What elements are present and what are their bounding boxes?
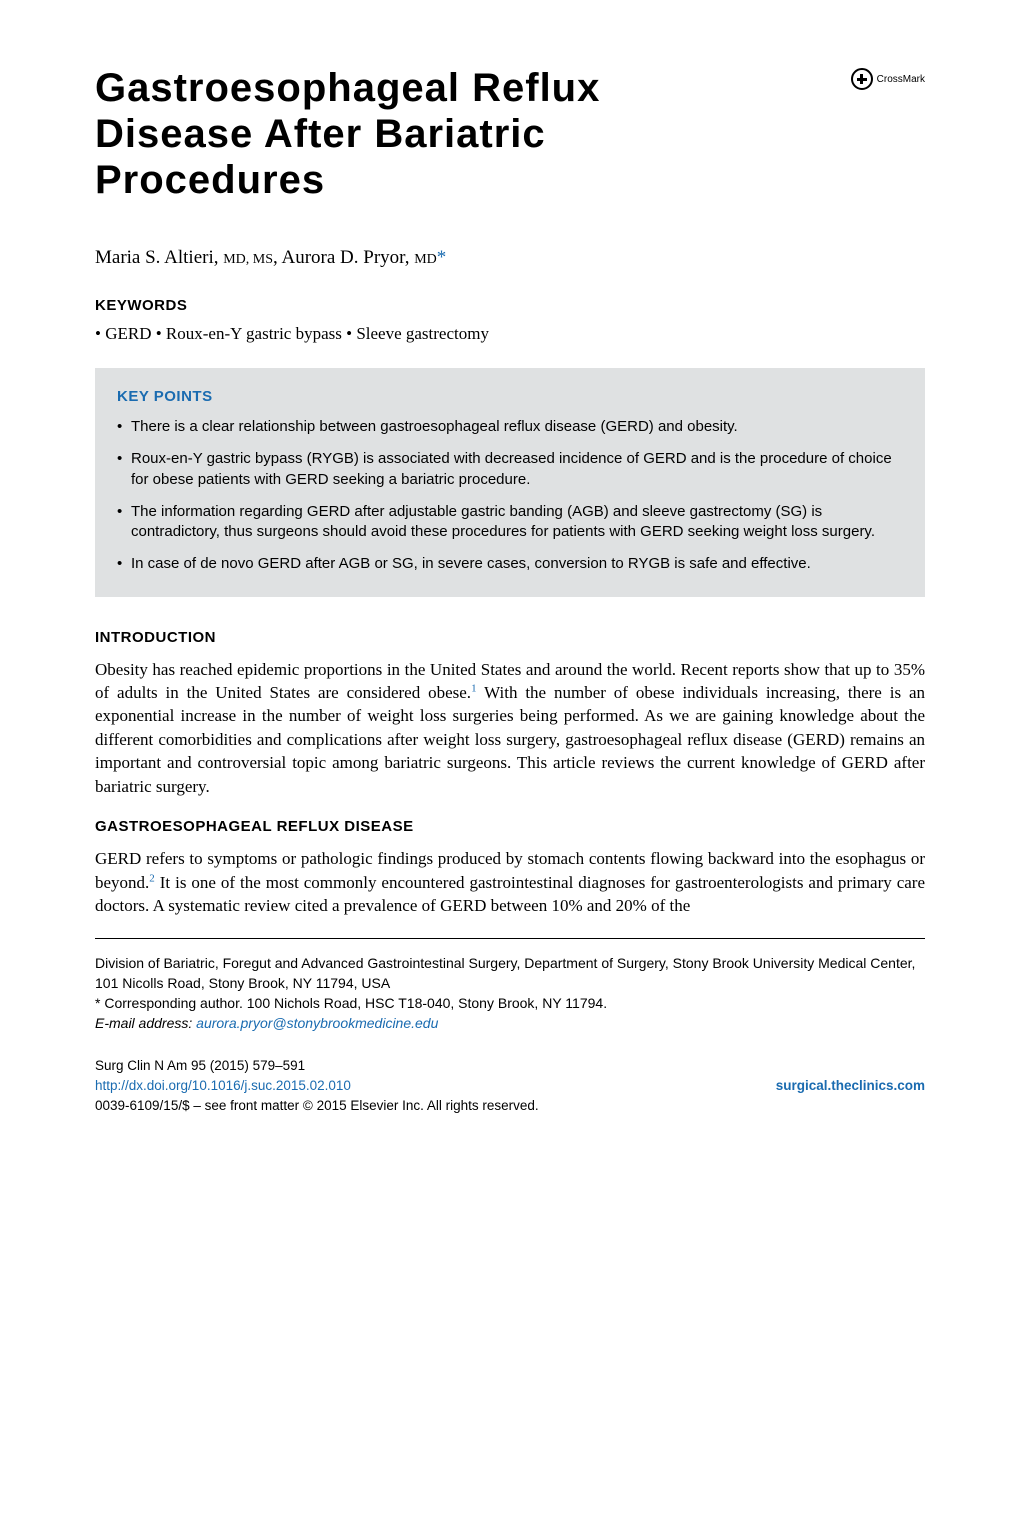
gerd-paragraph: GERD refers to symptoms or pathologic fi…: [95, 847, 925, 917]
keypoints-box: KEY POINTS There is a clear relationship…: [95, 368, 925, 597]
corresponding-email[interactable]: aurora.pryor@stonybrookmedicine.edu: [196, 1015, 438, 1031]
affiliation-line2: * Corresponding author. 100 Nichols Road…: [95, 993, 925, 1013]
footer-copyright: 0039-6109/15/$ – see front matter © 2015…: [95, 1096, 925, 1116]
separator-rule: [95, 938, 925, 939]
author-1-degree: MD, MS: [223, 252, 273, 267]
article-title: Gastroesophageal Reflux Disease After Ba…: [95, 65, 735, 203]
email-label: E-mail address:: [95, 1015, 196, 1031]
keypoints-header: KEY POINTS: [117, 388, 903, 405]
keypoint-item: There is a clear relationship between ga…: [117, 417, 903, 437]
footer-doi[interactable]: http://dx.doi.org/10.1016/j.suc.2015.02.…: [95, 1078, 351, 1093]
keywords-header: KEYWORDS: [95, 297, 925, 314]
author-1-name: Maria S. Altieri,: [95, 247, 218, 268]
keypoint-item: Roux-en-Y gastric bypass (RYGB) is assoc…: [117, 449, 903, 490]
footer-site[interactable]: surgical.theclinics.com: [776, 1076, 925, 1096]
gerd-text-b: It is one of the most commonly encounter…: [95, 873, 925, 915]
affiliation-line1: Division of Bariatric, Foregut and Advan…: [95, 953, 925, 994]
keywords-text: • GERD • Roux-en-Y gastric bypass • Slee…: [95, 324, 925, 344]
footer-block: Surg Clin N Am 95 (2015) 579–591 http://…: [95, 1056, 925, 1117]
footer-citation: Surg Clin N Am 95 (2015) 579–591: [95, 1056, 925, 1076]
keypoint-item: In case of de novo GERD after AGB or SG,…: [117, 554, 903, 574]
crossmark-badge[interactable]: CrossMark: [851, 68, 925, 90]
author-2-name: Aurora D. Pryor,: [281, 247, 409, 268]
affiliation-block: Division of Bariatric, Foregut and Advan…: [95, 953, 925, 1034]
corresponding-asterisk: *: [437, 247, 447, 268]
section-intro-header: INTRODUCTION: [95, 629, 925, 646]
author-2-degree: MD: [414, 252, 437, 267]
keypoint-item: The information regarding GERD after adj…: [117, 502, 903, 543]
crossmark-label: CrossMark: [877, 74, 925, 85]
crossmark-icon: [851, 68, 873, 90]
author-line: Maria S. Altieri, MD, MS, Aurora D. Pryo…: [95, 247, 925, 269]
intro-paragraph: Obesity has reached epidemic proportions…: [95, 658, 925, 799]
section-gerd-header: GASTROESOPHAGEAL REFLUX DISEASE: [95, 818, 925, 835]
keypoints-list: There is a clear relationship between ga…: [117, 417, 903, 575]
